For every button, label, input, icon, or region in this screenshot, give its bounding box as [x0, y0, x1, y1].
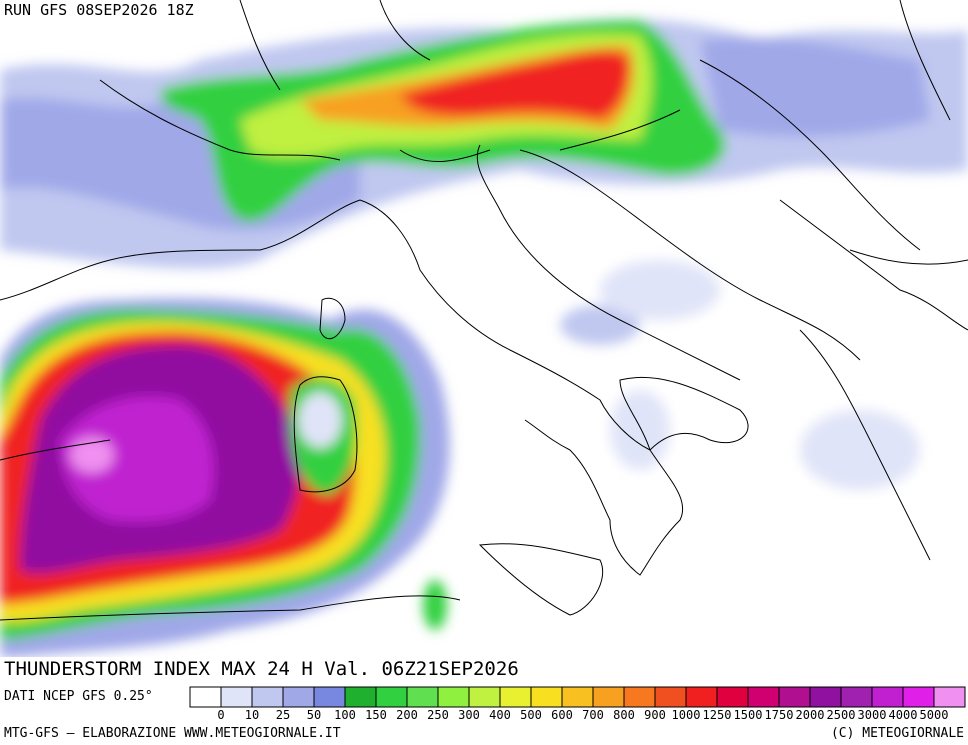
- scale-swatch: [499, 686, 532, 708]
- scale-label: 2000: [796, 708, 825, 722]
- scale-swatch: [933, 686, 966, 708]
- scale-label: 2500: [827, 708, 856, 722]
- scale-swatch: [468, 686, 501, 708]
- data-source: DATI NCEP GFS 0.25°: [4, 689, 153, 704]
- scale-label: 1750: [765, 708, 794, 722]
- scale-swatch: [530, 686, 563, 708]
- color-scale: 0 10 25 50 100 150 200 250 300 400 500 600 700 800 900…: [189, 686, 966, 722]
- scale-label: 700: [582, 708, 604, 722]
- credit: MTG-GFS – ELABORAZIONE WWW.METEOGIORNALE…: [4, 726, 341, 741]
- run-label: RUN GFS 08SEP2026 18Z: [4, 1, 194, 19]
- scale-swatch: [778, 686, 811, 708]
- scale-swatch: [840, 686, 873, 708]
- scale-label: 1250: [703, 708, 732, 722]
- scale-swatch: [251, 686, 284, 708]
- scale-label: 1500: [734, 708, 763, 722]
- scale-label: 5000: [920, 708, 949, 722]
- scale-swatch: [747, 686, 780, 708]
- scale-swatch: [313, 686, 346, 708]
- copyright: (C) METEOGIORNALE: [831, 726, 964, 741]
- scale-label: 1000: [672, 708, 701, 722]
- scale-label: 100: [334, 708, 356, 722]
- scale-label: 300: [458, 708, 480, 722]
- scale-label: 10: [245, 708, 259, 722]
- scale-swatch: [902, 686, 935, 708]
- scale-label: 400: [489, 708, 511, 722]
- scale-swatch: [220, 686, 253, 708]
- scale-swatch: [375, 686, 408, 708]
- scale-swatch: [406, 686, 439, 708]
- scale-swatch: [282, 686, 315, 708]
- scale-swatch: [189, 686, 222, 708]
- map-field: [0, 0, 968, 657]
- scale-label: 800: [613, 708, 635, 722]
- scale-label: 150: [365, 708, 387, 722]
- scale-swatch: [654, 686, 687, 708]
- map-title: THUNDERSTORM INDEX MAX 24 H Val. 06Z21SE…: [4, 658, 519, 680]
- scale-label: 3000: [858, 708, 887, 722]
- scale-swatch: [685, 686, 718, 708]
- scale-label: 900: [644, 708, 666, 722]
- scale-swatch: [716, 686, 749, 708]
- scale-swatch: [344, 686, 377, 708]
- scale-swatch: [623, 686, 656, 708]
- scale-swatch: [437, 686, 470, 708]
- scale-label: 0: [217, 708, 224, 722]
- scale-swatch: [561, 686, 594, 708]
- scale-label: 50: [307, 708, 321, 722]
- scale-label: 25: [276, 708, 290, 722]
- scale-label: 200: [396, 708, 418, 722]
- scale-label: 250: [427, 708, 449, 722]
- scale-swatch: [871, 686, 904, 708]
- scale-label: 4000: [889, 708, 918, 722]
- scale-label: 500: [520, 708, 542, 722]
- scale-swatch: [592, 686, 625, 708]
- scale-swatch: [809, 686, 842, 708]
- scale-label: 600: [551, 708, 573, 722]
